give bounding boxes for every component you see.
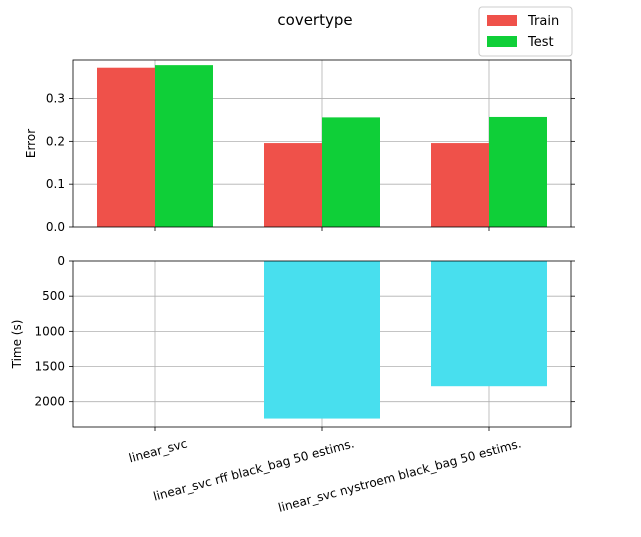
y-tick-label: 0.0 [46, 220, 65, 234]
y-axis-label: Error [24, 129, 38, 158]
legend-swatch [487, 15, 517, 26]
y-tick-label: 0.3 [46, 92, 65, 106]
y-tick-label: 2000 [34, 395, 65, 409]
axes-frame [72, 260, 572, 428]
chart-title: covertype [277, 11, 352, 29]
y-axis-label: Time (s) [10, 320, 24, 370]
x-tick-label: linear_svc [127, 436, 188, 465]
legend-swatch [487, 36, 517, 47]
bar-train [97, 67, 155, 227]
y-tick-label: 1500 [34, 360, 65, 374]
bar-train [431, 143, 489, 227]
bar-time [431, 261, 547, 387]
bar-test [155, 65, 213, 227]
y-tick-label: 0.2 [46, 134, 65, 148]
error-panel: 0.0 0.1 0.2 0.3 Error [24, 59, 575, 234]
bar-time [264, 261, 380, 419]
y-tick-label: 500 [42, 289, 65, 303]
y-tick-label: 1000 [34, 324, 65, 338]
y-tick-label: 0.1 [46, 177, 65, 191]
bar-test [489, 116, 547, 227]
legend-label: Train [527, 14, 559, 29]
bar-test [322, 117, 380, 227]
legend-label: Test [527, 35, 554, 50]
y-tick-label: 0 [57, 254, 65, 268]
axes-frame [72, 59, 572, 228]
bar-train [264, 143, 322, 227]
legend: Train Test [478, 6, 573, 57]
